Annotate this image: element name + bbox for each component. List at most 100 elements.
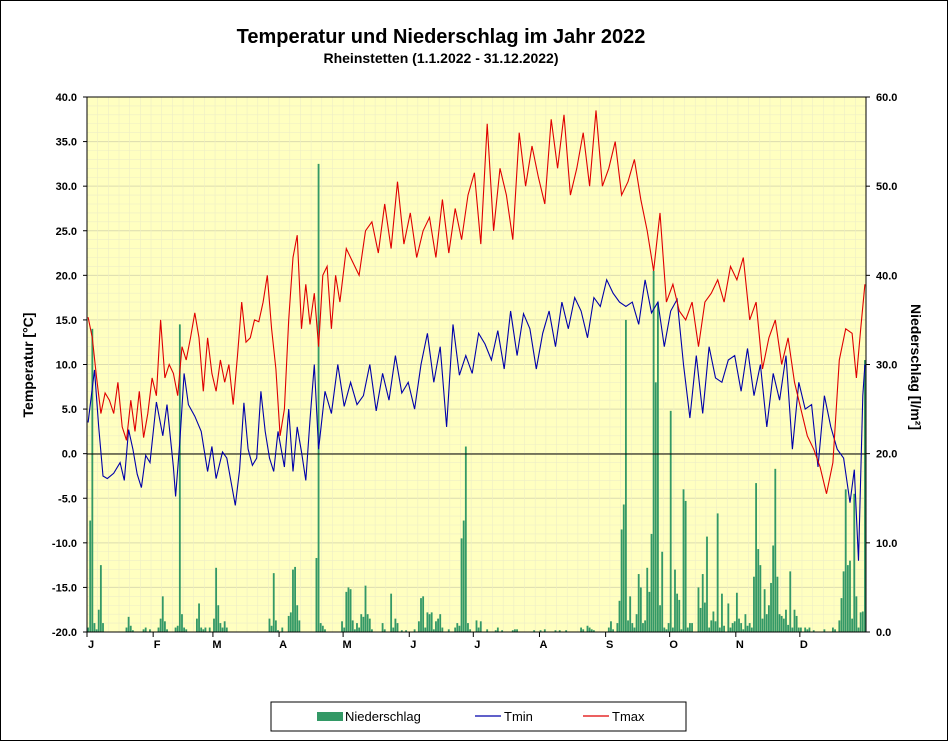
bar-niederschlag xyxy=(565,630,568,632)
bar-niederschlag xyxy=(349,589,352,632)
bar-niederschlag xyxy=(612,629,614,632)
month-tick-label: A xyxy=(539,639,547,651)
legend-swatch-niederschlag xyxy=(317,712,343,721)
bar-niederschlag xyxy=(364,585,367,632)
right-tick-label: 50.0 xyxy=(876,181,897,193)
y-axis-label-right: Niederschlag [l/m²] xyxy=(908,304,924,430)
bar-niederschlag xyxy=(272,573,275,632)
bar-niederschlag xyxy=(157,627,160,632)
month-tick-label: M xyxy=(212,639,221,651)
bar-niederschlag xyxy=(356,623,358,632)
bar-niederschlag xyxy=(787,624,790,632)
bar-niederschlag xyxy=(89,520,92,632)
bar-niederschlag xyxy=(200,627,203,632)
bar-niederschlag xyxy=(215,567,218,632)
bar-niederschlag xyxy=(592,630,595,632)
bar-niederschlag xyxy=(464,446,467,632)
bar-niederschlag xyxy=(496,627,499,632)
bar-niederschlag xyxy=(703,602,706,632)
bar-niederschlag xyxy=(676,593,679,632)
bar-niederschlag xyxy=(102,623,104,632)
bar-niederschlag xyxy=(682,489,685,632)
bar-niederschlag xyxy=(208,627,211,632)
left-tick-label: 0.0 xyxy=(62,449,77,461)
bar-niederschlag xyxy=(588,627,591,632)
bar-niederschlag xyxy=(832,627,834,632)
bar-niederschlag xyxy=(622,504,625,632)
bar-niederschlag xyxy=(712,611,715,632)
bar-niederschlag xyxy=(684,500,687,632)
bar-niederschlag xyxy=(358,627,361,632)
left-tick-label: 10.0 xyxy=(56,360,77,372)
bar-niederschlag xyxy=(281,627,284,632)
bar-niederschlag xyxy=(729,627,732,632)
bar-niederschlag xyxy=(861,611,864,632)
bar-niederschlag xyxy=(396,623,399,632)
bar-niederschlag xyxy=(539,630,542,632)
bar-niederschlag xyxy=(315,557,318,632)
bar-niederschlag xyxy=(708,627,711,632)
bar-niederschlag xyxy=(430,612,433,632)
bar-niederschlag xyxy=(718,627,721,632)
bar-niederschlag xyxy=(413,629,416,632)
bar-niederschlag xyxy=(516,629,518,632)
bar-niederschlag xyxy=(780,615,783,632)
month-tick-label: D xyxy=(800,639,808,651)
bar-niederschlag xyxy=(624,319,627,632)
bar-niederschlag xyxy=(727,603,730,632)
month-tick-label: J xyxy=(410,639,416,651)
left-tick-label: -15.0 xyxy=(52,582,77,594)
bar-niederschlag xyxy=(767,605,770,632)
bar-niederschlag xyxy=(447,629,450,632)
right-tick-label: 30.0 xyxy=(876,360,897,372)
bar-niederschlag xyxy=(479,621,482,632)
bar-niederschlag xyxy=(859,612,862,632)
bar-niederschlag xyxy=(689,623,691,632)
month-tick-label: M xyxy=(343,639,352,651)
bar-niederschlag xyxy=(778,614,781,632)
bar-niederschlag xyxy=(277,630,279,632)
bar-niederschlag xyxy=(646,567,649,632)
bar-niederschlag xyxy=(287,615,290,632)
bar-niederschlag xyxy=(806,629,809,632)
bar-niederschlag xyxy=(793,609,796,632)
bar-niederschlag xyxy=(217,605,220,632)
bar-niederschlag xyxy=(469,629,472,632)
bar-niederschlag xyxy=(131,630,134,632)
bar-niederschlag xyxy=(699,607,702,632)
month-tick-label: J xyxy=(474,639,480,651)
bar-niederschlag xyxy=(744,614,747,632)
month-tick-label: N xyxy=(736,639,744,651)
bar-niederschlag xyxy=(627,620,629,632)
bar-niederschlag xyxy=(740,623,743,632)
right-tick-label: 10.0 xyxy=(876,538,897,550)
bar-niederschlag xyxy=(748,623,751,632)
bar-niederschlag xyxy=(680,629,683,632)
bar-niederschlag xyxy=(774,468,777,632)
left-axis-ticks: 40.0 35.0 30.0 25.0 20.0 15.0 10.0 5.0 0.0 -5.0 -1… xyxy=(52,92,87,639)
left-tick-label: 35.0 xyxy=(56,137,77,149)
bar-niederschlag xyxy=(864,360,866,632)
bar-niederschlag xyxy=(782,618,785,632)
bar-niederschlag xyxy=(639,587,642,632)
bar-niederschlag xyxy=(851,618,854,632)
legend-label-tmax: Tmax xyxy=(612,709,645,724)
bar-niederschlag xyxy=(706,536,708,632)
chart-subtitle: Rheinstetten (1.1.2022 - 31.12.2022) xyxy=(323,50,558,66)
series-line-tmax xyxy=(87,110,866,494)
right-tick-label: 0.0 xyxy=(876,627,891,639)
bar-niederschlag xyxy=(580,627,582,632)
bar-niederschlag xyxy=(661,551,664,632)
bar-niederschlag xyxy=(458,625,461,632)
bar-niederschlag xyxy=(93,623,96,632)
bar-niederschlag xyxy=(501,630,504,632)
bar-niederschlag xyxy=(633,627,636,632)
bar-niederschlag xyxy=(292,569,294,632)
left-tick-label: 30.0 xyxy=(56,181,77,193)
left-tick-label: 25.0 xyxy=(56,226,77,238)
legend: Niederschlag Tmin Tmax xyxy=(270,701,687,732)
bar-niederschlag xyxy=(797,627,800,632)
bar-niederschlag xyxy=(289,612,292,632)
bar-niederschlag xyxy=(437,618,439,632)
bar-niederschlag xyxy=(144,627,147,632)
